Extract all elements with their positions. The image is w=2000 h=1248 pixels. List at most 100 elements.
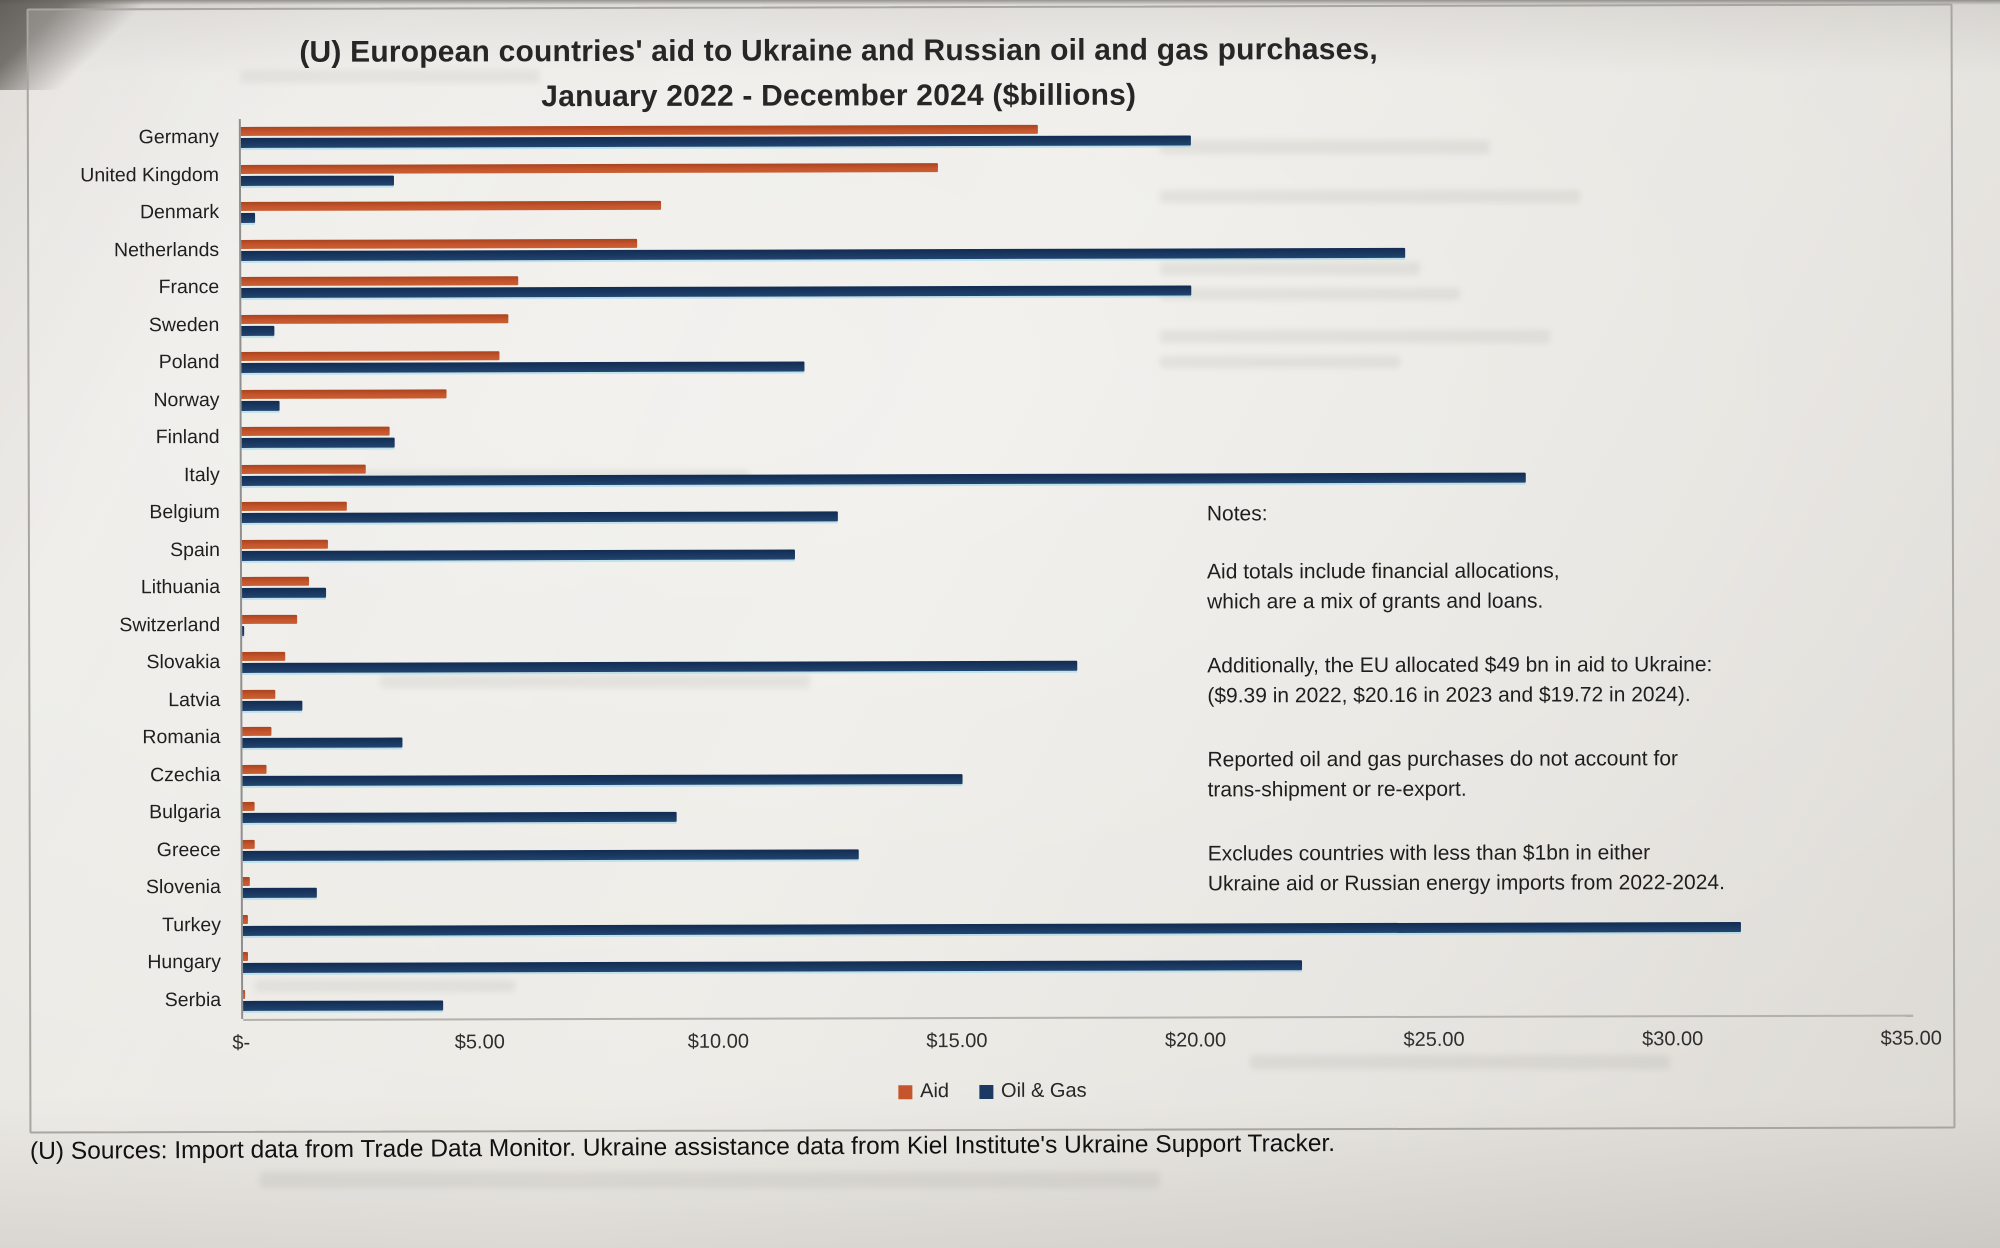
aid-bar [242, 839, 255, 849]
corner-shadow [0, 0, 150, 90]
aid-bar [241, 464, 366, 474]
note-exclusions: Excludes countries with less than $1bn i… [1207, 841, 1725, 896]
category-label: Finland [155, 426, 220, 449]
category-label: Slovenia [145, 876, 221, 899]
aid-bar [240, 124, 1038, 136]
category-label: Belgium [149, 501, 220, 524]
aid-bar [240, 162, 938, 174]
oil-gas-bar [242, 737, 403, 748]
note-eu-allocation: Additionally, the EU allocated $49 bn in… [1207, 653, 1713, 708]
aid-bar [241, 351, 500, 361]
aid-bar [242, 726, 272, 736]
x-axis-tick-label: $5.00 [454, 1031, 505, 1054]
oil-gas-bar [241, 212, 256, 223]
legend-item-oil: Oil & Gas [979, 1080, 1087, 1103]
category-axis-labels: Germany United Kingdom Denmark Netherlands F… [29, 119, 231, 1020]
oil-gas-bar [241, 325, 275, 336]
chart-row [241, 190, 1911, 232]
aid-bar [242, 651, 286, 661]
category-label: Slovakia [146, 651, 221, 674]
chart-row [241, 377, 1912, 419]
category-label: Italy [183, 463, 220, 486]
source-line: (U) Sources: Import data from Trade Data… [29, 1130, 1336, 1165]
category-label: United Kingdom [80, 163, 219, 187]
chart-row [241, 265, 1911, 307]
category-label: France [158, 276, 220, 299]
aid-bar [242, 764, 267, 774]
category-label: Spain [170, 538, 220, 561]
aid-bar [242, 576, 309, 586]
x-axis-tick-label: $- [232, 1031, 251, 1054]
category-label: Serbia [164, 988, 222, 1011]
chart-row [241, 227, 1911, 269]
x-axis-tick-label: $20.00 [1164, 1029, 1227, 1052]
chart-row [241, 415, 1912, 457]
oil-gas-bar [242, 887, 317, 898]
paper-edge-shadow [0, 0, 2000, 5]
chart-frame: (U) European countries' aid to Ukraine a… [26, 3, 1956, 1134]
category-label: Switzerland [119, 613, 221, 637]
oil-gas-bar [241, 400, 280, 411]
oil-gas-bar [241, 285, 1191, 298]
aid-bar [241, 388, 447, 399]
x-axis-tick-label: $25.00 [1403, 1028, 1465, 1051]
chart-row [241, 302, 1911, 344]
aid-legend-swatch [898, 1084, 913, 1099]
oil-gas-bar [240, 175, 394, 186]
oil-gas-bar [242, 587, 326, 598]
notes-block: Notes: Aid totals include financial allo… [1207, 498, 1828, 934]
x-axis-tick-label: $15.00 [926, 1030, 988, 1053]
oil-gas-bar [242, 700, 303, 711]
oil-gas-legend-swatch [979, 1084, 994, 1099]
chart-title-line1: (U) European countries' aid to Ukraine a… [299, 32, 1378, 69]
chart-legend: Aid Oil & Gas [31, 1077, 1953, 1105]
oil-gas-bar [243, 999, 444, 1011]
aid-bar [243, 951, 248, 961]
chart-row [243, 940, 1913, 982]
aid-bar [243, 989, 246, 999]
oil-gas-bar [242, 660, 1078, 673]
category-label: Denmark [139, 201, 220, 224]
category-label: Netherlands [113, 238, 220, 262]
category-label: Hungary [147, 951, 222, 974]
category-label: Germany [138, 126, 219, 149]
category-label: Turkey [162, 913, 221, 936]
aid-bar [241, 501, 347, 511]
legend-item-aid: Aid [898, 1080, 949, 1103]
note-transshipment: Reported oil and gas purchases do not ac… [1207, 747, 1679, 802]
aid-bar [241, 313, 509, 324]
category-label: Bulgaria [149, 801, 221, 824]
oil-gas-bar [240, 135, 1191, 148]
chart-title-line2: January 2022 - December 2024 ($billions) [541, 78, 1137, 114]
category-label: Czechia [150, 763, 221, 786]
category-label: Poland [158, 351, 220, 374]
aid-bar [242, 614, 298, 624]
aid-bar [242, 801, 255, 811]
aid-bar [241, 539, 328, 549]
chart-title: (U) European countries' aid to Ukraine a… [199, 27, 1479, 120]
oil-gas-legend-label: Oil & Gas [1000, 1079, 1087, 1102]
oil-gas-bar [242, 848, 859, 861]
oil-gas-bar [243, 960, 1303, 973]
oil-gas-bar [241, 437, 395, 448]
chart-row [241, 452, 1912, 494]
aid-bar [241, 200, 661, 211]
oil-gas-bar [242, 773, 964, 786]
x-axis-tick-label: $35.00 [1880, 1027, 1942, 1050]
category-label: Latvia [168, 688, 221, 711]
x-axis-tick-label: $30.00 [1642, 1028, 1704, 1051]
note-aid-totals: Aid totals include financial allocations… [1206, 559, 1560, 614]
x-axis-tick-labels: $- $5.00 $10.00 $15.00 $20.00 $25.00 $30.00 $35… [232, 1028, 1942, 1062]
aid-bar [241, 276, 518, 286]
category-label: Sweden [148, 313, 220, 336]
oil-gas-bar [241, 361, 805, 373]
aid-bar [242, 914, 248, 924]
x-axis-tick-label: $10.00 [687, 1030, 749, 1053]
oil-gas-bar [241, 472, 1526, 486]
bleed-through-artifact [260, 1172, 1160, 1188]
aid-bar [241, 426, 390, 436]
oil-gas-bar [241, 247, 1406, 261]
category-label: Romania [142, 726, 221, 749]
oil-gas-bar [241, 549, 796, 561]
chart-row [240, 115, 1911, 157]
